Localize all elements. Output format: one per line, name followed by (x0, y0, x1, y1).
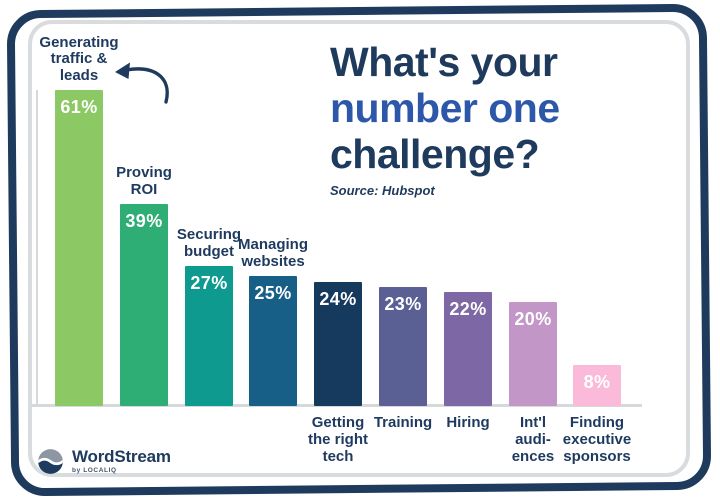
bar-value-proving-roi: 39% (125, 211, 163, 231)
bar-value-securing-budget: 27% (190, 273, 228, 293)
bar-proving-roi: 39% (120, 204, 168, 406)
chart-title: What's your number one challenge? Source… (330, 39, 670, 198)
source-note: Source: Hubspot (330, 182, 435, 198)
bar-securing-budget: 27% (185, 266, 233, 406)
bar-value-finding-executive-sponsors: 8% (583, 372, 611, 392)
bar-label-training: Training (373, 414, 433, 431)
annotation-arrow-icon (115, 62, 169, 104)
bar-hiring: 22% (444, 292, 492, 406)
bar-generating-traffic-leads: 61% (55, 90, 103, 406)
bar-getting-the-right-tech: 24% (314, 282, 362, 406)
bar-label-securing-budget: Securing budget (176, 226, 242, 261)
bar-label-int-l-audiences: Int'l audi- ences (511, 414, 555, 465)
bar-value-getting-the-right-tech: 24% (319, 289, 357, 309)
brand-byline: by LOCALIQ (72, 467, 117, 474)
wordstream-wave-icon (38, 449, 63, 474)
brand-name: WordStream (72, 447, 171, 466)
bar-label-hiring: Hiring (446, 414, 490, 431)
bar-training: 23% (379, 287, 427, 406)
bar-label-managing-websites: Managing websites (238, 236, 308, 271)
brand-lockup: WordStream by LOCALIQ (37, 448, 171, 475)
bar-value-int-l-audiences: 20% (514, 309, 552, 329)
bar-finding-executive-sponsors: 8% (573, 365, 621, 406)
bar-value-managing-websites: 25% (254, 283, 292, 303)
bar-label-generating-traffic-leads: Generating traffic & leads (39, 33, 119, 85)
brand-text: WordStream by LOCALIQ (72, 448, 171, 474)
bar-int-l-audiences: 20% (509, 302, 557, 406)
bar-managing-websites: 25% (249, 276, 297, 406)
y-axis-line (36, 90, 38, 406)
bar-label-getting-the-right-tech: Getting the right tech (308, 414, 368, 465)
bar-label-finding-executive-sponsors: Finding executive sponsors (562, 414, 632, 465)
bar-value-generating-traffic-leads: 61% (60, 97, 98, 117)
title-line-2: number one (330, 84, 560, 131)
title-line-1: What's your (330, 39, 558, 85)
title-line-3: challenge? (330, 130, 540, 177)
bar-label-proving-roi: Proving ROI (116, 164, 172, 199)
bar-value-hiring: 22% (449, 299, 487, 319)
bar-value-training: 23% (384, 294, 422, 314)
